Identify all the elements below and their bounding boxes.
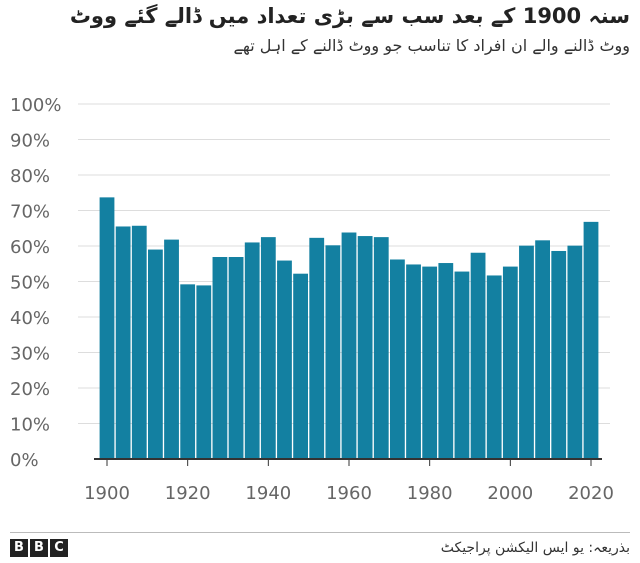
bar [260, 237, 276, 459]
bbc-logo-letter: B [30, 539, 48, 557]
bar [406, 264, 421, 459]
bbc-logo: B B C [10, 539, 68, 557]
y-tick-label: 30% [10, 344, 50, 365]
bar [148, 249, 163, 459]
bar [131, 225, 147, 459]
bar [519, 245, 534, 459]
y-tick-label: 70% [10, 202, 50, 223]
bar [115, 226, 131, 459]
bar [325, 245, 341, 459]
bbc-logo-letter: B [10, 539, 28, 557]
bar [196, 285, 212, 459]
x-tick-label: 1960 [326, 483, 372, 504]
bar [373, 237, 389, 459]
y-tick-label: 90% [10, 131, 50, 152]
bar [390, 259, 405, 459]
bar [438, 263, 454, 459]
bar [486, 275, 502, 459]
y-tick-label: 10% [10, 415, 50, 436]
chart-subtitle: ووٹ ڈالنے والے ان افراد کا تناسب جو ووٹ … [233, 36, 630, 55]
y-tick-label: 40% [10, 308, 50, 329]
y-tick-label: 100% [10, 95, 61, 116]
bar [212, 257, 228, 459]
y-tick-label: 0% [10, 450, 39, 471]
x-tick-label: 1900 [84, 483, 130, 504]
bar [583, 221, 599, 459]
bar [228, 257, 244, 459]
x-axis-ticks: 1900 1920 1940 1960 1980 2000 2020 [84, 459, 614, 504]
bar [277, 260, 292, 459]
footer-divider [10, 532, 630, 533]
bar [454, 271, 470, 459]
bar [470, 252, 486, 459]
bar [357, 236, 373, 459]
source-note: بذریعہ: یو ایس الیکشن پراجیکٹ [440, 540, 630, 556]
bar [164, 239, 179, 459]
bar [422, 266, 438, 459]
bar [341, 232, 357, 459]
bar [99, 197, 115, 460]
y-axis-ticks: 100% 90% 80% 70% 60% 50% 40% 30% 20% 10% 0% [10, 95, 61, 471]
x-tick-label: 1940 [245, 483, 291, 504]
bars [99, 197, 599, 460]
x-tick-label: 2000 [487, 483, 533, 504]
y-tick-label: 20% [10, 379, 50, 400]
chart-title: سنہ 1900 کے بعد سب سے بڑی تعداد میں ڈالے… [69, 4, 630, 28]
bar [535, 240, 550, 459]
x-tick-label: 1980 [407, 483, 453, 504]
bbc-logo-letter: C [50, 539, 68, 557]
bar [309, 237, 325, 459]
y-tick-label: 50% [10, 273, 50, 294]
bar [293, 273, 308, 459]
y-tick-label: 80% [10, 166, 50, 187]
x-tick-label: 2020 [568, 483, 614, 504]
bar [502, 266, 518, 459]
bar [180, 284, 196, 459]
x-tick-label: 1920 [165, 483, 211, 504]
bar [551, 250, 567, 459]
bar [567, 245, 583, 459]
bar [244, 242, 260, 459]
y-tick-label: 60% [10, 237, 50, 258]
